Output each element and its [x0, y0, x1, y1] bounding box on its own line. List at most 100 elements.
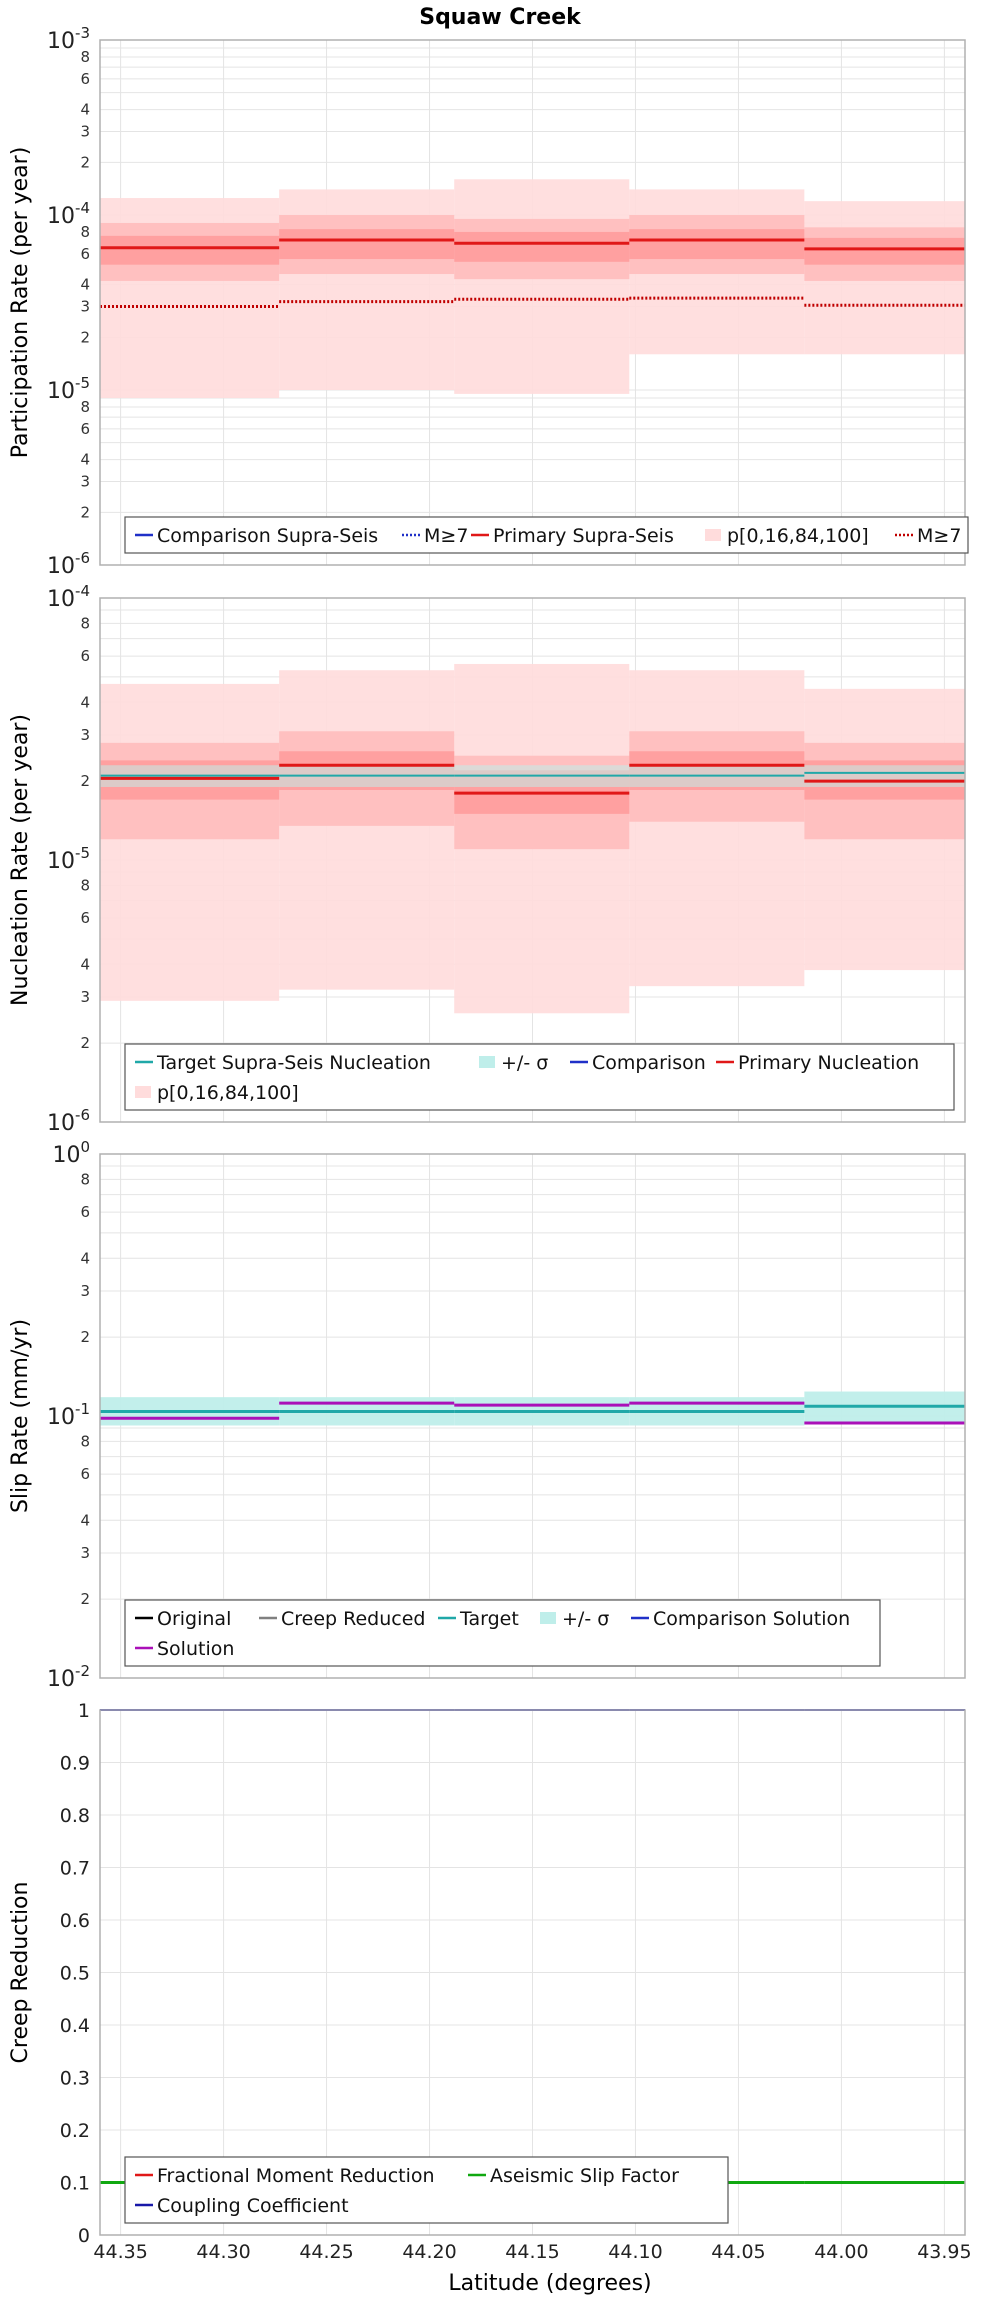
legend-box [124, 1043, 955, 1111]
plot-frame [99, 1709, 966, 2236]
x-tick-label: 43.95 [917, 2241, 971, 2263]
y-tick-label-minor: 6 [80, 1465, 90, 1483]
chart-title: Squaw Creek [419, 5, 582, 30]
y-tick-exponent: -4 [75, 199, 90, 217]
legend-label: Aseismic Slip Factor [490, 2165, 679, 2187]
y-tick-label-minor: 6 [80, 245, 90, 263]
y-tick-label-minor: 2 [80, 503, 90, 521]
legend-label: +/- σ [562, 1608, 609, 1630]
x-tick-label: 44.35 [93, 2241, 147, 2263]
percentile-band [629, 670, 805, 987]
y-tick-exponent: -6 [75, 549, 90, 567]
y-tick-label: 0.9 [60, 1753, 90, 1775]
legend-label: Creep Reduced [281, 1608, 425, 1630]
y-tick-label-minor: 3 [80, 123, 90, 141]
panels: 2 3 4 6 8 2 3 4 6 8 2 3 4 6 8 10-6 10-5 10-4 1 0 -3 Participa… [8, 24, 972, 2263]
plot-frame [99, 1153, 966, 1679]
x-axis-label: Latitude (degrees) [448, 2271, 651, 2296]
legend-label: +/- σ [501, 1052, 548, 1074]
panel-4: 0 0.1 0.2 0.3 0.4 0.5 0.6 0.7 0.8 0.9 1 Creep Reduc… [8, 1700, 966, 2247]
y-tick-label-minor: 4 [80, 451, 90, 469]
plot-frame [99, 39, 966, 566]
y-tick-label: 0.2 [60, 2120, 90, 2142]
legend-box [124, 1599, 881, 1667]
y-tick-label: 10-6 [47, 549, 90, 579]
percentile-band [454, 231, 630, 262]
percentile-band [629, 229, 805, 260]
legend-label: Original [157, 1608, 231, 1630]
y-axis-label: Nucleation Rate (per year) [8, 714, 33, 1006]
y-tick-label-minor: 2 [80, 328, 90, 346]
percentile-band [279, 229, 455, 260]
y-tick-label: 0.8 [60, 1805, 90, 1827]
legend-label: Primary Supra-Seis [493, 525, 674, 547]
y-tick-label: 1 [78, 1700, 90, 1722]
y-tick-label-minor: 2 [80, 1590, 90, 1608]
legend-label: p[0,16,84,100] [157, 1082, 299, 1104]
y-tick-label-minor: 6 [80, 647, 90, 665]
percentile-band [279, 670, 455, 990]
y-tick-label: 0.7 [60, 1858, 90, 1880]
y-tick-label-minor: 8 [80, 876, 90, 894]
x-tick-label: 44.05 [711, 2241, 765, 2263]
y-tick-label-minor: 8 [80, 1432, 90, 1450]
legend-swatch [705, 529, 721, 541]
x-tick-label: 44.20 [402, 2241, 456, 2263]
x-tick-label: 44.30 [196, 2241, 250, 2263]
y-tick-label-minor: 6 [80, 909, 90, 927]
legend: Target Supra-Seis Nucleation +/- σ Compari… [124, 1043, 955, 1111]
y-axis-label: Participation Rate (per year) [8, 147, 33, 459]
y-tick-label-minor: 2 [80, 772, 90, 790]
y-tick-label-minor: 6 [80, 1203, 90, 1221]
percentile-band [100, 683, 280, 1001]
percentile-band [804, 237, 965, 265]
y-tick-label-minor: 3 [80, 988, 90, 1006]
y-tick-label: 0 [78, 2225, 90, 2247]
legend: Original Creep Reduced Target +/- σ Comparis… [124, 1599, 881, 1667]
y-tick-label: 10-1 [47, 1400, 90, 1430]
y-tick-label-minor: 4 [80, 1511, 90, 1529]
legend-swatch [540, 1612, 556, 1624]
panel-2: 2 3 4 6 8 2 3 4 6 8 10-6 10-5 10-4 Nucleation Rate (p… [8, 582, 966, 1136]
y-tick-exponent: -4 [75, 582, 90, 600]
y-tick-label: 100 [52, 1138, 90, 1168]
x-tick-label: 44.10 [608, 2241, 662, 2263]
y-tick-label-minor: 8 [80, 223, 90, 241]
y-tick-label-minor: 3 [80, 298, 90, 316]
y-axis-label: Creep Reduction [8, 1882, 33, 2064]
y-tick-label: 0.1 [60, 2173, 90, 2195]
y-tick-exponent: 0 [80, 1138, 90, 1156]
y-tick-label-minor: 2 [80, 1328, 90, 1346]
y-tick-label: 10-2 [47, 1662, 90, 1692]
legend-label: p[0,16,84,100] [727, 525, 869, 547]
legend-box [124, 2156, 729, 2224]
y-tick-label-minor: 8 [80, 1170, 90, 1188]
percentile-band [454, 179, 630, 394]
y-tick-label-minor: 4 [80, 1249, 90, 1267]
y-tick-label: 0.5 [60, 1963, 90, 1985]
legend-label: Comparison Solution [653, 1608, 850, 1630]
x-tick-label: 44.15 [505, 2241, 559, 2263]
y-tick-label-minor: 3 [80, 1282, 90, 1300]
y-tick-label-minor: 4 [80, 276, 90, 294]
legend-label: Solution [157, 1638, 234, 1660]
y-tick-label-minor: 8 [80, 398, 90, 416]
y-tick-label: 10-5 [47, 844, 90, 874]
y-tick-label-minor: 6 [80, 420, 90, 438]
y-tick-exponent: -2 [75, 1662, 90, 1680]
panel-1: 23468234682346810-610-510-410-3Participa… [8, 24, 969, 579]
x-tick-label: 44.25 [299, 2241, 353, 2263]
legend-label: M≥7 [917, 525, 961, 547]
plot-frame [99, 597, 966, 1123]
y-tick-exponent: -3 [75, 24, 90, 42]
y-tick-label: 0.6 [60, 1910, 90, 1932]
y-tick-label-minor: 2 [80, 153, 90, 171]
y-tick-label-minor: 6 [80, 70, 90, 88]
y-tick-label-minor: 3 [80, 726, 90, 744]
y-tick-exponent: -1 [75, 1400, 90, 1418]
y-tick-label-minor: 4 [80, 101, 90, 119]
legend: Fractional Moment Reduction Aseismic Slip… [124, 2156, 729, 2224]
y-tick-exponent: -6 [75, 1106, 90, 1124]
panel-3: 2 3 4 6 8 2 3 4 6 8 10-2 10-1 100 Slip Rate (mm/yr) Or… [8, 1138, 966, 1692]
